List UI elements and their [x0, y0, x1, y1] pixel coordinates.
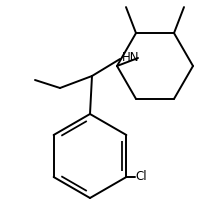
Text: Cl: Cl: [135, 171, 146, 183]
Text: HN: HN: [121, 51, 139, 64]
